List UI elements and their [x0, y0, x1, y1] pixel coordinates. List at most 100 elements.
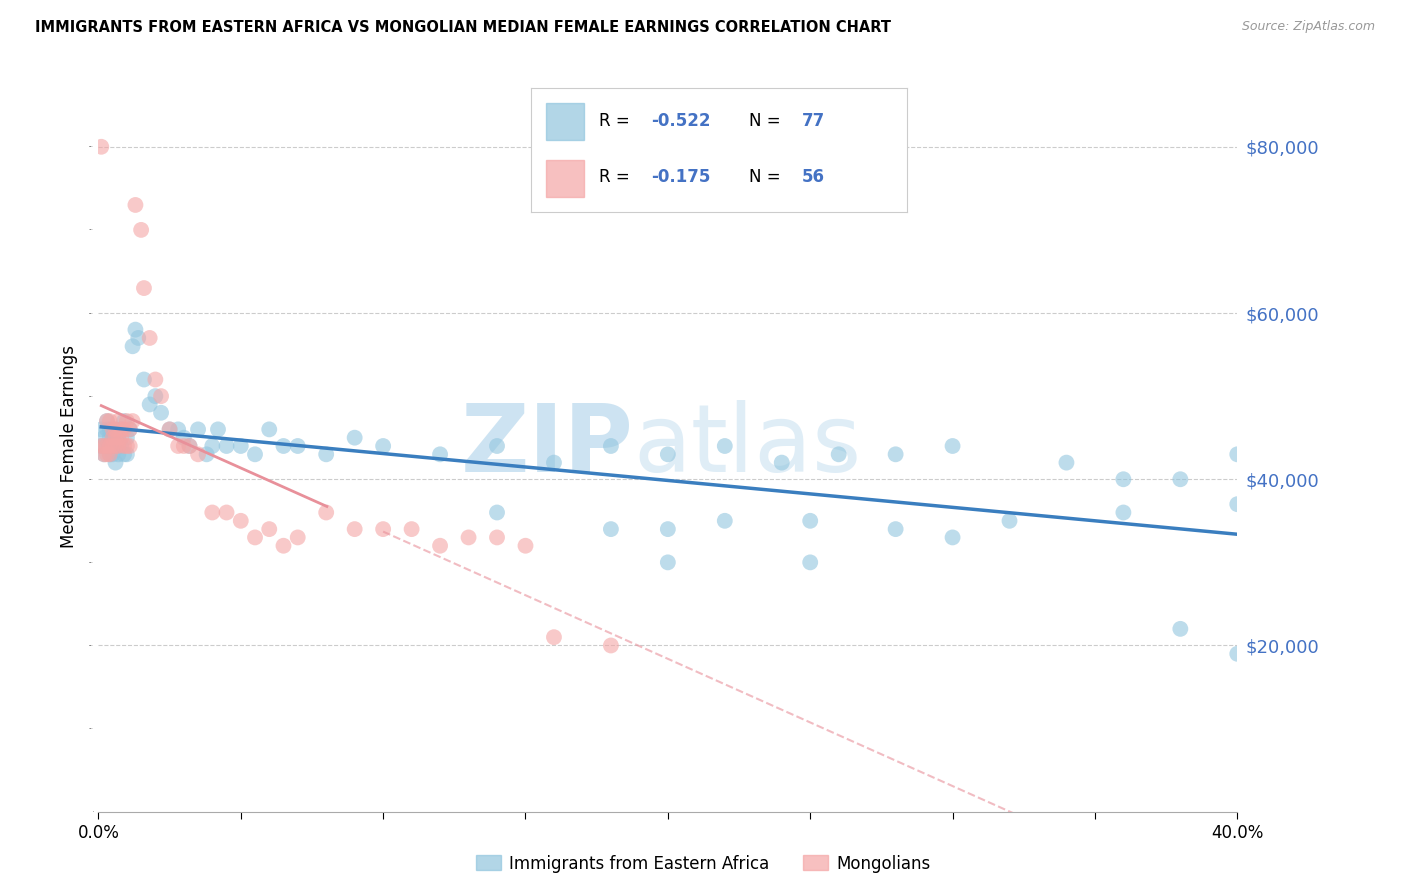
Point [110, 422, 132, 436]
Point [93, 447, 115, 461]
Point [600, 639, 623, 653]
Point [96, 439, 118, 453]
Point [714, 514, 737, 528]
Point [121, 339, 143, 353]
Point [243, 447, 266, 461]
Point [101, 439, 124, 453]
Point [124, 323, 146, 337]
Point [457, 530, 479, 544]
Point [179, 439, 201, 453]
Point [98, 414, 121, 428]
Point [107, 447, 129, 461]
Point [173, 431, 195, 445]
Point [138, 397, 160, 411]
Point [215, 439, 238, 453]
Point [104, 439, 127, 453]
Point [486, 439, 509, 453]
Point [93, 447, 115, 461]
Point [90, 439, 112, 453]
Point [343, 431, 366, 445]
Point [486, 530, 509, 544]
Point [90, 422, 112, 436]
Point [145, 389, 167, 403]
Point [373, 522, 395, 536]
Point [243, 530, 266, 544]
Point [90, 140, 112, 154]
Point [96, 422, 118, 436]
Text: ZIP: ZIP [461, 400, 634, 492]
Point [150, 406, 173, 420]
Legend: Immigrants from Eastern Africa, Mongolians: Immigrants from Eastern Africa, Mongolia… [470, 848, 936, 880]
Point [1112, 506, 1135, 520]
Point [207, 422, 229, 436]
Point [107, 414, 129, 428]
Point [799, 514, 821, 528]
Point [799, 555, 821, 569]
Point [101, 431, 124, 445]
Point [600, 522, 623, 536]
Point [201, 439, 224, 453]
Point [315, 447, 337, 461]
Point [150, 389, 173, 403]
Point [215, 506, 238, 520]
Point [107, 431, 129, 445]
Point [132, 281, 155, 295]
Point [112, 447, 135, 461]
Point [101, 447, 124, 461]
Point [1112, 472, 1135, 486]
Point [98, 447, 121, 461]
Point [315, 506, 337, 520]
Point [118, 422, 141, 436]
Point [179, 439, 201, 453]
Point [98, 431, 121, 445]
Point [159, 422, 181, 436]
Point [115, 414, 138, 428]
Point [132, 372, 155, 386]
Point [515, 539, 537, 553]
Point [998, 514, 1021, 528]
Point [1170, 472, 1192, 486]
Point [273, 439, 295, 453]
Point [373, 439, 395, 453]
Text: Source: ZipAtlas.com: Source: ZipAtlas.com [1241, 20, 1375, 33]
Y-axis label: Median Female Earnings: Median Female Earnings [60, 344, 79, 548]
Point [401, 522, 423, 536]
Point [118, 422, 141, 436]
Point [167, 439, 190, 453]
Point [96, 439, 118, 453]
Point [101, 422, 124, 436]
Point [1056, 456, 1078, 470]
Point [104, 422, 127, 436]
Point [118, 439, 141, 453]
Point [129, 223, 152, 237]
Point [1170, 622, 1192, 636]
Point [93, 439, 115, 453]
Point [98, 439, 121, 453]
Point [104, 431, 127, 445]
Point [942, 439, 965, 453]
Point [112, 422, 135, 436]
Point [104, 456, 127, 470]
Point [93, 431, 115, 445]
Point [429, 447, 451, 461]
Point [187, 422, 209, 436]
Point [167, 422, 190, 436]
Point [1226, 447, 1249, 461]
Point [657, 522, 679, 536]
Point [600, 439, 623, 453]
Point [115, 439, 138, 453]
Point [543, 630, 565, 644]
Point [187, 447, 209, 461]
Point [159, 422, 181, 436]
Point [101, 431, 124, 445]
Point [1226, 647, 1249, 661]
Point [201, 506, 224, 520]
Point [107, 431, 129, 445]
Point [96, 414, 118, 428]
Point [714, 439, 737, 453]
Point [96, 447, 118, 461]
Point [173, 439, 195, 453]
Point [104, 439, 127, 453]
Point [229, 439, 252, 453]
Point [259, 522, 281, 536]
